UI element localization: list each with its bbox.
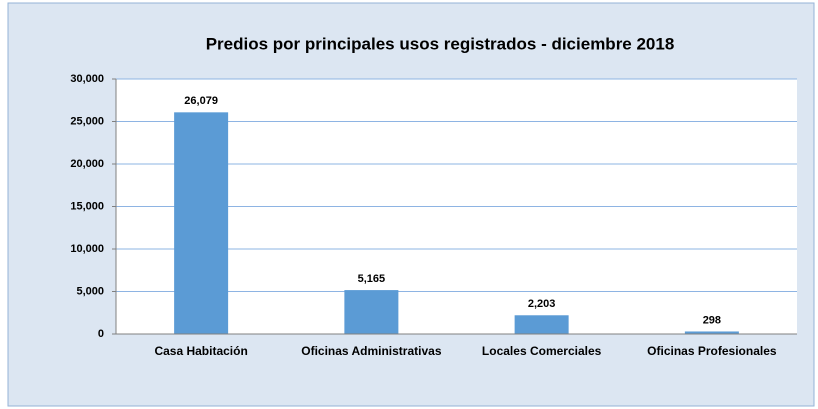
x-tick-label: Locales Comerciales <box>482 344 602 358</box>
data-label: 2,203 <box>528 298 556 310</box>
x-tick-label: Oficinas Profesionales <box>647 344 777 358</box>
bar <box>174 112 229 335</box>
bar <box>514 315 569 334</box>
x-tick-label: Casa Habitación <box>154 344 247 358</box>
y-tick-label: 30,000 <box>70 73 104 85</box>
x-tick-label: Oficinas Administrativas <box>301 344 442 358</box>
y-tick-label: 20,000 <box>70 158 104 170</box>
data-label: 26,079 <box>184 95 218 107</box>
y-tick-label: 0 <box>98 328 104 340</box>
y-tick-label: 5,000 <box>76 285 104 297</box>
y-tick-label: 25,000 <box>70 115 104 127</box>
bar <box>344 290 399 334</box>
bar <box>684 331 739 334</box>
y-tick-label: 10,000 <box>70 243 104 255</box>
data-label: 298 <box>703 314 721 326</box>
data-label: 5,165 <box>358 273 386 285</box>
chart-title: Predios por principales usos registrados… <box>206 34 675 53</box>
y-tick-label: 15,000 <box>70 200 104 212</box>
